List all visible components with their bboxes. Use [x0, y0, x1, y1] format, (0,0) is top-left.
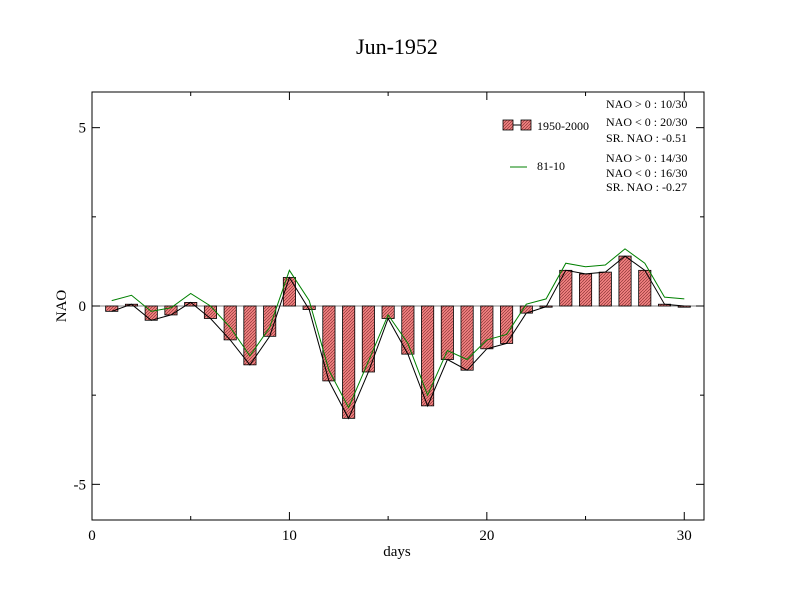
y-tick-label-0: 0 — [79, 299, 87, 315]
bar-day-13 — [342, 305, 356, 419]
x-axis-label: days — [383, 544, 411, 560]
legend-green-label: 81-10 — [537, 159, 565, 173]
y-axis-label: NAO — [54, 290, 70, 323]
x-tick-label-0: 0 — [88, 528, 96, 544]
bar-day-9 — [263, 305, 277, 337]
axes-ticks: 0 10 20 30 -5 0 5 — [74, 92, 704, 544]
legend-bar-swatch-right — [520, 119, 532, 131]
bar-day-20 — [480, 305, 494, 350]
line-series-81-10 — [111, 248, 685, 409]
stat-nao-negative-8110: NAO < 0 : 16/30 — [606, 166, 687, 180]
bar-day-17 — [421, 305, 435, 407]
stat-sr-nao-8110: SR. NAO : -0.27 — [606, 180, 687, 194]
legend-bar-label: 1950-2000 — [537, 119, 589, 133]
bar-day-28 — [638, 269, 652, 307]
bar-day-27 — [618, 255, 632, 307]
plot-area — [92, 248, 704, 420]
x-tick-label-10: 10 — [282, 528, 297, 544]
x-tick-label-20: 20 — [479, 528, 494, 544]
bar-day-21 — [500, 305, 514, 344]
legend: 1950-2000 81-10 NAO > 0 : 10/30 NAO < 0 … — [502, 97, 687, 194]
line-series-black — [111, 255, 685, 420]
bar-day-26 — [598, 271, 612, 307]
bar-day-15 — [381, 305, 395, 319]
chart-title: Jun-1952 — [356, 34, 438, 59]
y-tick-label-5: 5 — [79, 121, 87, 137]
bar-day-19 — [460, 305, 474, 371]
stat-sr-nao-1950: SR. NAO : -0.51 — [606, 131, 687, 145]
bar-day-1 — [105, 305, 119, 312]
legend-bar-swatch-left — [502, 119, 514, 131]
bar-day-6 — [203, 305, 217, 319]
bar-day-24 — [559, 269, 573, 307]
stat-nao-positive-8110: NAO > 0 : 14/30 — [606, 151, 687, 165]
x-tick-label-30: 30 — [677, 528, 692, 544]
stat-nao-negative-1950: NAO < 0 : 20/30 — [606, 115, 687, 129]
y-tick-label--5: -5 — [74, 477, 87, 493]
bar-day-25 — [579, 273, 593, 307]
stat-nao-positive-1950: NAO > 0 : 10/30 — [606, 97, 687, 111]
